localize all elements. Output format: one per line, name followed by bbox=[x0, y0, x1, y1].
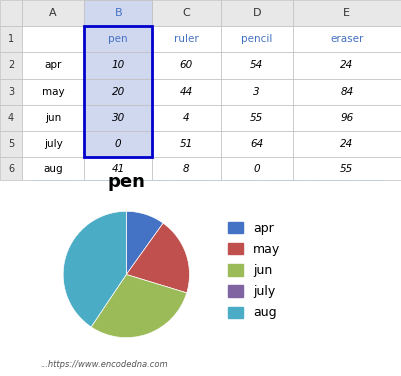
Bar bbox=[0, 157, 22, 180]
Text: 55: 55 bbox=[340, 164, 354, 174]
Bar bbox=[0, 105, 22, 131]
Text: 10: 10 bbox=[111, 61, 125, 70]
Bar bbox=[84, 157, 152, 180]
Bar bbox=[293, 0, 401, 26]
Text: 3: 3 bbox=[8, 86, 14, 97]
Bar bbox=[152, 52, 221, 79]
Text: 30: 30 bbox=[111, 113, 125, 123]
Bar bbox=[293, 52, 401, 79]
Bar bbox=[221, 26, 293, 52]
Bar bbox=[293, 26, 401, 52]
Bar bbox=[22, 52, 84, 79]
Bar bbox=[152, 26, 221, 52]
Wedge shape bbox=[126, 211, 163, 274]
Bar bbox=[0, 26, 22, 52]
Title: pen: pen bbox=[107, 173, 145, 191]
Text: 5: 5 bbox=[8, 139, 14, 149]
Bar bbox=[221, 105, 293, 131]
Bar bbox=[152, 157, 221, 180]
Text: E: E bbox=[343, 8, 350, 18]
Text: 2: 2 bbox=[8, 61, 14, 70]
Bar bbox=[221, 0, 293, 26]
Wedge shape bbox=[126, 223, 190, 293]
Bar bbox=[0, 131, 22, 157]
Legend: apr, may, jun, july, aug: apr, may, jun, july, aug bbox=[223, 217, 285, 324]
Bar bbox=[152, 131, 221, 157]
Bar bbox=[84, 26, 152, 157]
Bar bbox=[152, 79, 221, 105]
Text: 6: 6 bbox=[8, 164, 14, 174]
Text: 24: 24 bbox=[340, 139, 354, 149]
Bar bbox=[221, 79, 293, 105]
Text: eraser: eraser bbox=[330, 34, 364, 44]
Bar bbox=[22, 131, 84, 157]
Bar bbox=[22, 79, 84, 105]
Text: aug: aug bbox=[43, 164, 63, 174]
Text: pencil: pencil bbox=[241, 34, 272, 44]
Text: B: B bbox=[114, 8, 122, 18]
Bar bbox=[0, 52, 22, 79]
Bar bbox=[221, 131, 293, 157]
Bar bbox=[84, 52, 152, 79]
Bar bbox=[84, 79, 152, 105]
Bar bbox=[0, 0, 22, 26]
Bar bbox=[0, 79, 22, 105]
Text: 96: 96 bbox=[340, 113, 354, 123]
Text: 4: 4 bbox=[183, 113, 190, 123]
Text: 64: 64 bbox=[250, 139, 263, 149]
Text: july: july bbox=[44, 139, 63, 149]
Text: 4: 4 bbox=[8, 113, 14, 123]
Text: A: A bbox=[49, 8, 57, 18]
Bar bbox=[22, 157, 84, 180]
Bar bbox=[84, 52, 152, 79]
Bar bbox=[22, 0, 84, 26]
Text: jun: jun bbox=[45, 113, 61, 123]
Bar bbox=[84, 26, 152, 52]
Text: 20: 20 bbox=[111, 86, 125, 97]
Bar bbox=[22, 26, 84, 52]
Bar bbox=[293, 131, 401, 157]
Text: 51: 51 bbox=[180, 139, 193, 149]
Bar bbox=[84, 131, 152, 157]
Text: 54: 54 bbox=[250, 61, 263, 70]
Text: ruler: ruler bbox=[174, 34, 199, 44]
Bar bbox=[293, 79, 401, 105]
Text: 0: 0 bbox=[253, 164, 260, 174]
Bar bbox=[84, 105, 152, 131]
Bar bbox=[293, 157, 401, 180]
Text: D: D bbox=[252, 8, 261, 18]
Text: 1: 1 bbox=[8, 34, 14, 44]
Text: may: may bbox=[42, 86, 65, 97]
Text: 41: 41 bbox=[111, 164, 125, 174]
Bar bbox=[84, 131, 152, 157]
Text: C: C bbox=[182, 8, 190, 18]
Bar bbox=[293, 105, 401, 131]
Text: 44: 44 bbox=[180, 86, 193, 97]
Bar bbox=[152, 0, 221, 26]
Text: 60: 60 bbox=[180, 61, 193, 70]
Text: 8: 8 bbox=[183, 164, 190, 174]
Wedge shape bbox=[91, 274, 187, 338]
Text: 3: 3 bbox=[253, 86, 260, 97]
Text: apr: apr bbox=[45, 61, 62, 70]
Bar bbox=[152, 105, 221, 131]
Bar bbox=[221, 52, 293, 79]
Text: 84: 84 bbox=[340, 86, 354, 97]
Wedge shape bbox=[63, 211, 126, 327]
Text: pen: pen bbox=[109, 34, 128, 44]
Bar bbox=[221, 157, 293, 180]
Bar bbox=[84, 79, 152, 105]
Bar bbox=[84, 105, 152, 131]
Text: 0: 0 bbox=[115, 139, 122, 149]
Bar bbox=[84, 26, 152, 52]
Bar bbox=[84, 0, 152, 26]
Bar bbox=[22, 105, 84, 131]
Text: 24: 24 bbox=[340, 61, 354, 70]
Text: 55: 55 bbox=[250, 113, 263, 123]
Text: ...https://www.encodedna.com: ...https://www.encodedna.com bbox=[40, 359, 168, 368]
Bar bbox=[84, 0, 152, 26]
